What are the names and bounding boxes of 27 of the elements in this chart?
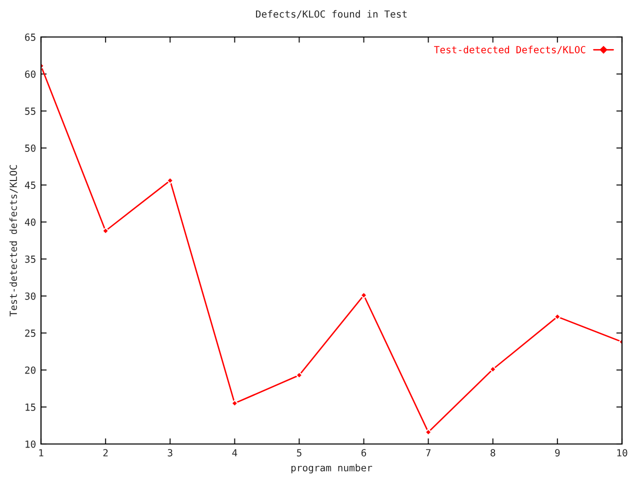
x-tick-label: 4 xyxy=(232,449,238,456)
y-tick-label: 40 xyxy=(24,218,36,226)
y-tick-label: 65 xyxy=(25,34,36,41)
x-axis-title: program number xyxy=(291,464,372,474)
x-tick-label: 2 xyxy=(103,449,108,456)
y-axis-title: Test-detected defects/KLOC xyxy=(9,165,18,316)
legend-label: Test-detected Defects/KLOC xyxy=(434,46,586,54)
y-tick-label: 55 xyxy=(25,108,36,115)
x-tick-label: 6 xyxy=(361,449,366,456)
y-tick-label: 25 xyxy=(25,330,36,337)
x-tick-label: 5 xyxy=(296,449,302,456)
y-tick-label: 10 xyxy=(26,440,36,448)
y-tick-label: 35 xyxy=(25,256,36,263)
x-tick-label: 8 xyxy=(490,449,496,456)
y-tick-label: 15 xyxy=(26,404,36,411)
point xyxy=(102,227,110,234)
x-tick-label: 1 xyxy=(39,449,44,456)
chart-title: Defects/KLOC found in Test xyxy=(256,10,407,18)
y-tick-label: 20 xyxy=(25,366,36,374)
x-tick-label: 10 xyxy=(617,449,628,456)
y-tick-label: 50 xyxy=(25,144,36,152)
x-tick-label: 9 xyxy=(555,449,560,456)
y-tick-label: 45 xyxy=(24,182,36,189)
x-tick-label: 7 xyxy=(426,449,431,456)
y-tick-label: 30 xyxy=(25,292,36,300)
y-tick-label: 60 xyxy=(25,70,36,78)
x-tick-label: 3 xyxy=(168,449,172,456)
